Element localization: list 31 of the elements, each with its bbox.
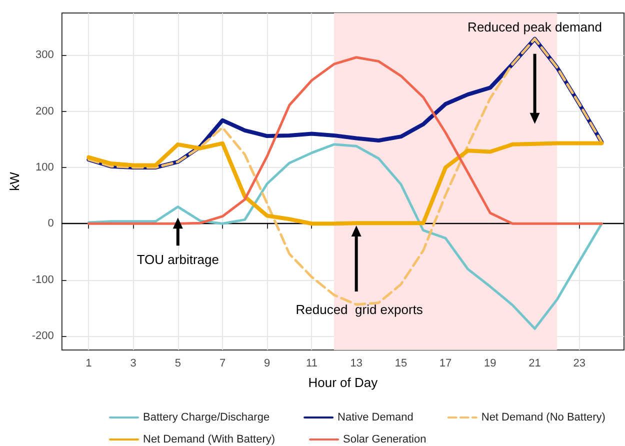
- x-tick-label: 23: [573, 358, 586, 370]
- x-tick-label: 15: [394, 358, 408, 370]
- line-series: [86, 141, 604, 226]
- x-tick-label: 1: [86, 358, 92, 370]
- legend-label: Solar Generation: [343, 434, 426, 446]
- x-tick-label: 13: [350, 358, 362, 370]
- x-tick-label: 17: [439, 358, 452, 370]
- x-tick-label: 9: [264, 358, 270, 370]
- legend-label: Native Demand: [338, 412, 414, 424]
- y-tick-label: 200: [36, 105, 54, 118]
- x-axis-title: Hour of Day: [308, 375, 378, 390]
- y-tick-label: 100: [36, 161, 54, 174]
- annotation: TOU arbitrage: [136, 252, 219, 268]
- y-tick-label: -200: [32, 330, 54, 342]
- line-series: [87, 38, 603, 306]
- x-tick-label: 5: [174, 358, 181, 370]
- x-tick-label: 19: [484, 358, 496, 370]
- legend-label: Net Demand (No Battery): [481, 412, 606, 424]
- annotation: Reduced grid exports: [296, 302, 424, 318]
- legend-label: Net Demand (With Battery): [143, 434, 276, 446]
- y-tick-label: -100: [32, 274, 54, 286]
- x-tick-label: 21: [528, 358, 541, 370]
- y-axis-title: kW: [7, 171, 22, 191]
- line-series: [87, 143, 603, 330]
- annotation: Reduced peak demand: [468, 19, 602, 34]
- y-tick-label: 0: [48, 218, 54, 230]
- x-tick-label: 3: [130, 358, 136, 370]
- y-tick-label: 300: [36, 49, 54, 62]
- x-tick-label: 11: [306, 358, 318, 370]
- x-tick-label: 7: [219, 358, 226, 370]
- legend-label: Battery Charge/Discharge: [143, 412, 270, 424]
